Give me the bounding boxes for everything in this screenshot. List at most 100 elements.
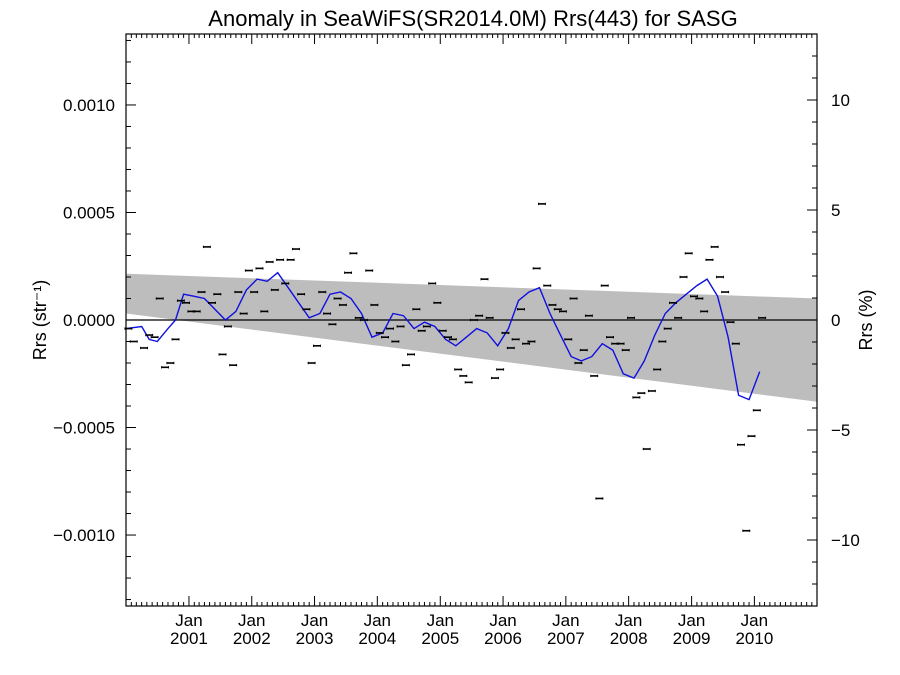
y-right-tick-label: 5 — [831, 201, 840, 220]
data-point — [742, 529, 751, 532]
data-point — [669, 301, 677, 304]
data-point — [569, 297, 578, 300]
data-point — [731, 342, 740, 345]
data-point — [223, 325, 232, 328]
x-tick-label-year: 2004 — [358, 629, 396, 648]
data-point — [349, 252, 358, 255]
data-point — [690, 295, 698, 298]
x-tick-label-month: Jan — [238, 611, 265, 630]
x-tick-label-year: 2007 — [547, 629, 585, 648]
data-point — [150, 336, 159, 339]
y-right-tick-label: 10 — [831, 91, 850, 110]
data-point — [386, 327, 394, 330]
data-point — [370, 303, 379, 307]
data-point — [391, 340, 400, 343]
y-right-tick-label: −10 — [831, 531, 860, 550]
data-point — [548, 303, 557, 307]
data-point — [260, 310, 269, 313]
data-point — [333, 297, 342, 300]
data-point — [297, 292, 306, 296]
x-tick-label-month: Jan — [175, 611, 202, 630]
data-point — [579, 348, 588, 352]
data-point — [737, 443, 745, 446]
data-point — [522, 342, 531, 345]
data-point — [270, 288, 279, 292]
data-point — [145, 333, 154, 337]
data-point — [590, 374, 599, 378]
data-point — [517, 308, 525, 311]
data-point — [606, 336, 615, 339]
data-point — [171, 338, 180, 341]
y-axis-label-right: Rrs (%) — [856, 290, 876, 351]
data-point — [444, 336, 452, 339]
data-point — [213, 292, 222, 296]
data-point — [422, 325, 431, 328]
data-point — [454, 368, 463, 371]
data-point — [663, 327, 672, 330]
data-point — [176, 299, 185, 302]
data-point — [448, 338, 457, 341]
data-point — [323, 312, 332, 315]
data-point — [318, 290, 327, 294]
data-point — [239, 312, 248, 315]
data-point — [365, 269, 374, 272]
y-left-tick-label: 0.0005 — [63, 203, 115, 222]
data-point — [480, 277, 489, 281]
data-point — [506, 346, 515, 350]
x-tick-label-month: Jan — [427, 611, 454, 630]
data-point — [396, 325, 405, 328]
x-tick-label-year: 2003 — [296, 629, 334, 648]
data-point — [197, 290, 206, 294]
data-point — [464, 381, 473, 384]
data-point — [511, 338, 520, 341]
data-point — [716, 275, 724, 279]
y-left-tick-label: −0.0010 — [53, 526, 115, 545]
data-point — [155, 297, 164, 300]
y-right-tick-label: −5 — [831, 421, 850, 440]
data-point — [475, 314, 484, 317]
data-point — [584, 314, 593, 317]
x-tick-label-month: Jan — [364, 611, 391, 630]
data-point — [344, 271, 353, 274]
data-point — [276, 258, 285, 261]
data-point — [726, 320, 735, 324]
data-point — [129, 340, 138, 343]
data-point — [747, 434, 756, 438]
data-point — [407, 353, 415, 356]
data-point — [438, 329, 447, 332]
x-tick-label-year: 2001 — [170, 629, 208, 648]
x-tick-label-year: 2009 — [673, 629, 711, 648]
data-point — [537, 202, 546, 206]
data-point — [202, 245, 211, 249]
x-tick-label-month: Jan — [301, 611, 328, 630]
data-point — [600, 284, 609, 287]
y-left-tick-label: 0.0010 — [63, 96, 115, 115]
data-point — [674, 316, 683, 320]
data-point — [527, 340, 536, 343]
data-point — [338, 303, 347, 307]
data-point — [433, 301, 442, 304]
x-tick-label-year: 2002 — [233, 629, 271, 648]
data-point — [637, 391, 646, 395]
data-point — [281, 282, 290, 285]
data-point — [532, 267, 541, 270]
y-left-tick-label: −0.0005 — [53, 419, 115, 438]
data-point — [359, 318, 368, 322]
data-point — [695, 297, 704, 300]
y-left-tick-label: 0.0000 — [63, 311, 115, 330]
data-point — [558, 310, 567, 313]
data-point — [679, 275, 688, 279]
data-point — [469, 318, 478, 322]
data-point — [616, 342, 625, 345]
data-point — [286, 258, 295, 261]
data-point — [312, 344, 321, 348]
data-point — [700, 310, 709, 313]
x-tick-label-month: Jan — [678, 611, 705, 630]
data-point — [234, 290, 243, 294]
data-point — [653, 368, 662, 371]
data-point — [292, 247, 300, 251]
data-point — [459, 374, 468, 378]
data-point — [758, 316, 767, 320]
data-point — [632, 396, 641, 399]
